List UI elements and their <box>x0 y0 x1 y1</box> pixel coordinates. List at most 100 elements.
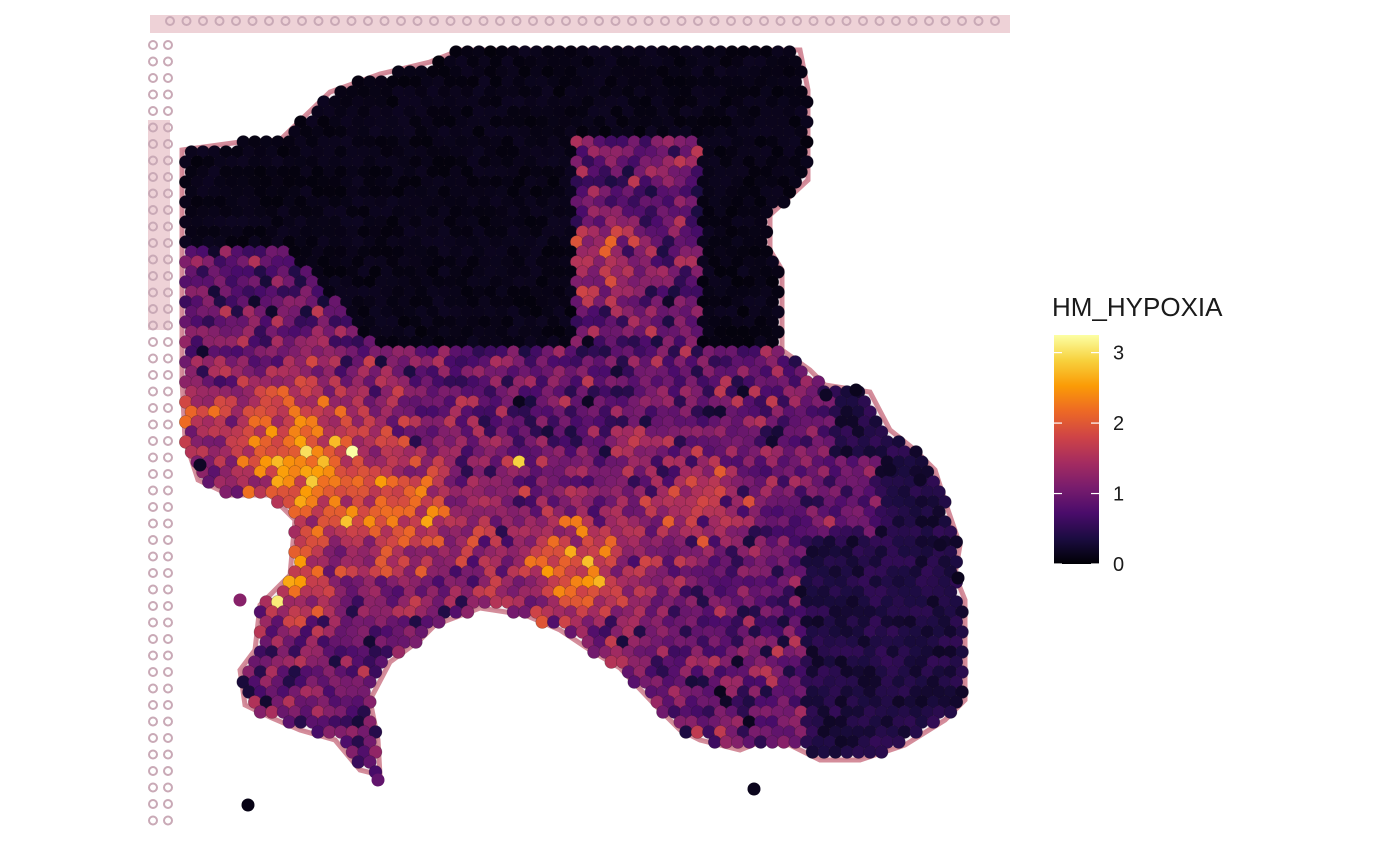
fiducial-marker <box>163 337 173 347</box>
fiducial-marker <box>163 122 173 133</box>
fiducial-marker <box>148 221 158 232</box>
fiducial-marker <box>163 799 173 809</box>
spot <box>765 315 780 329</box>
spot <box>949 695 964 709</box>
spot <box>914 455 929 469</box>
fiducial-marker <box>163 370 173 380</box>
fiducial-marker <box>148 518 158 529</box>
spot <box>776 735 791 749</box>
fiducial-marker <box>148 535 158 545</box>
fiducial-marker <box>577 16 588 26</box>
fiducial-marker <box>726 16 736 26</box>
spot <box>357 705 371 719</box>
spot <box>753 215 768 229</box>
spot <box>253 485 268 499</box>
fiducial-marker <box>544 16 555 26</box>
spot <box>883 463 897 477</box>
spot <box>868 415 883 429</box>
fiducial-marker <box>148 799 158 809</box>
spot <box>933 538 947 552</box>
fiducial-marker <box>973 16 984 26</box>
fiducial-marker <box>924 16 934 26</box>
spot <box>408 635 423 649</box>
fiducial-marker <box>148 386 158 397</box>
spot <box>794 65 808 79</box>
fiducial-marker <box>346 16 357 26</box>
fiducial-marker <box>163 716 173 727</box>
fiducial-marker <box>163 551 173 562</box>
spot <box>362 755 377 769</box>
spot <box>765 735 780 749</box>
spot <box>414 625 429 639</box>
spot <box>909 445 923 459</box>
spot <box>431 615 446 629</box>
fiducial-marker <box>891 16 901 26</box>
fiducial-marker <box>462 16 472 26</box>
fiducial-marker <box>148 73 158 83</box>
spot <box>951 571 965 585</box>
spot <box>368 665 383 679</box>
fiducial-marker <box>163 271 173 281</box>
fiducial-marker <box>163 634 173 644</box>
spot <box>828 745 843 759</box>
spot <box>949 655 964 669</box>
fiducial-marker <box>163 238 173 248</box>
spot <box>242 485 256 499</box>
spot <box>794 145 808 159</box>
fiducial-marker <box>163 452 173 463</box>
spot <box>604 655 619 669</box>
spot <box>368 725 383 739</box>
fiducial-marker <box>709 16 720 26</box>
spot <box>765 255 780 269</box>
fiducial-marker <box>163 568 173 578</box>
spot <box>799 115 814 129</box>
fiducial-marker <box>163 617 173 628</box>
spot <box>794 105 808 119</box>
spot <box>707 735 722 749</box>
spot <box>489 595 504 609</box>
spot <box>771 285 785 299</box>
fiducial-marker <box>495 16 505 26</box>
fiducial-marker <box>297 16 307 26</box>
fiducial-marker <box>163 419 173 430</box>
fiducial-marker <box>874 16 885 26</box>
colorbar-tick-label: 0 <box>1113 554 1124 576</box>
spot <box>794 365 808 379</box>
spot <box>863 745 877 759</box>
fiducial-marker <box>858 16 868 26</box>
fiducial-marker <box>148 122 158 133</box>
fiducial-marker <box>163 205 173 215</box>
fiducial-marker <box>627 16 637 26</box>
fiducial-marker <box>148 89 158 100</box>
fiducial-marker <box>841 16 852 26</box>
spot <box>730 735 745 749</box>
spot <box>627 675 642 689</box>
fiducial-marker <box>163 403 173 413</box>
spot <box>955 665 969 679</box>
spot <box>932 485 946 499</box>
fiducial-marker <box>396 16 406 26</box>
fiducial-marker <box>163 106 173 116</box>
fiducial-marker <box>163 89 173 100</box>
fiducial-marker <box>412 16 423 26</box>
spot <box>799 135 814 149</box>
fiducial-marker <box>429 16 439 26</box>
fiducial-marker <box>163 56 173 67</box>
spot <box>891 435 906 449</box>
fiducial-marker <box>148 716 158 727</box>
fiducial-marker <box>163 353 173 364</box>
spot <box>788 175 803 189</box>
fiducial-marker <box>825 16 835 26</box>
spot <box>322 725 337 739</box>
fiducial-marker <box>163 683 173 694</box>
spot <box>765 295 780 309</box>
spot <box>765 335 780 349</box>
spot-layer <box>179 45 969 812</box>
spot <box>546 615 561 629</box>
fiducial-marker <box>163 502 173 512</box>
legend: HM_HYPOXIA 0 1 2 3 <box>1052 292 1223 576</box>
spot <box>949 615 964 629</box>
fiducial-marker <box>148 238 158 248</box>
spot <box>949 675 964 689</box>
